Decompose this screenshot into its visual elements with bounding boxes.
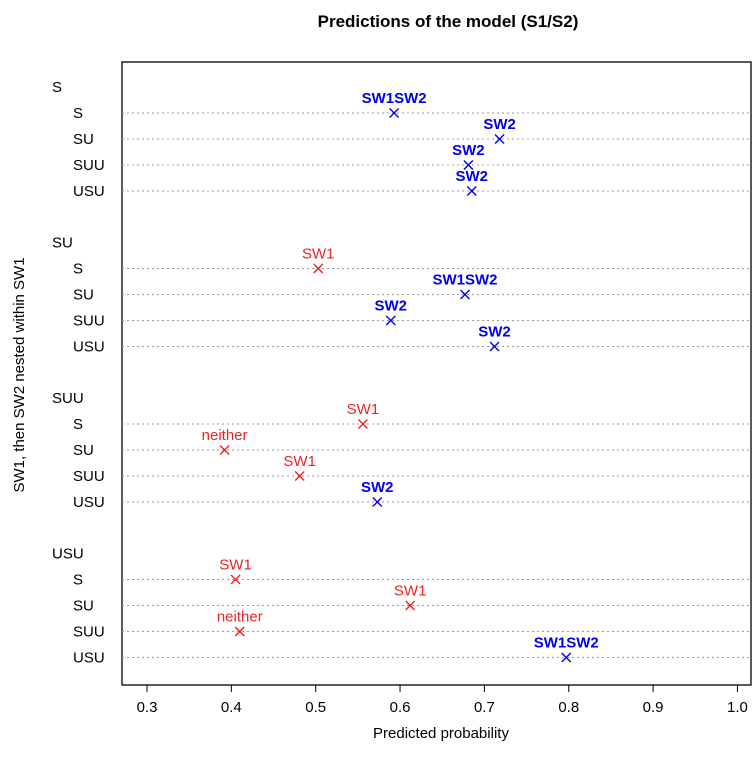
x-axis-label: Predicted probability xyxy=(373,725,509,742)
group-label: S xyxy=(52,79,62,96)
data-points: SW1SW2SW2SW2SW2SW1SW1SW2SW2SW2SW1neither… xyxy=(202,90,599,663)
data-point-marker xyxy=(389,108,400,118)
y-axis-label: SW1, then SW2 nested within SW1 xyxy=(11,257,28,492)
x-tick-label: 0.6 xyxy=(390,699,411,716)
data-point-marker xyxy=(357,419,368,429)
data-point-label: SW2 xyxy=(483,116,516,133)
data-point-marker xyxy=(460,289,470,300)
data-point-label: neither xyxy=(217,609,263,626)
row-label: USU xyxy=(73,339,105,356)
row-label: SU xyxy=(73,131,94,148)
row-label: SU xyxy=(73,598,94,615)
data-point-label: SW1SW2 xyxy=(432,272,497,289)
row-label: USU xyxy=(73,494,105,511)
data-point-marker xyxy=(219,445,230,455)
chart-title: Predictions of the model (S1/S2) xyxy=(318,12,579,31)
plot-frame xyxy=(121,61,752,686)
group-label: SU xyxy=(52,235,73,252)
row-label: S xyxy=(73,572,83,589)
row-label: S xyxy=(73,105,83,122)
row-label: SUU xyxy=(73,624,105,641)
data-point-marker xyxy=(230,574,241,585)
data-point-label: SW2 xyxy=(478,324,511,341)
data-point-marker xyxy=(372,497,383,507)
data-point-label: SW1 xyxy=(347,401,380,418)
x-tick-label: 0.9 xyxy=(643,699,664,716)
data-point-marker xyxy=(405,600,416,611)
data-point-marker xyxy=(463,160,474,170)
row-label: S xyxy=(73,261,83,278)
group-label: SUU xyxy=(52,390,84,407)
x-tick-label: 0.7 xyxy=(474,699,495,716)
x-axis: 0.3 0.4 0.5 0.6 0.7 0.8 0.9 1.0 xyxy=(137,684,748,716)
x-tick-label: 1.0 xyxy=(727,699,748,716)
data-point-marker xyxy=(234,626,245,637)
x-tick-label: 0.4 xyxy=(221,699,242,716)
x-tick-label: 0.3 xyxy=(137,699,158,716)
data-point-label: SW1 xyxy=(302,246,335,263)
data-point-label: SW2 xyxy=(375,298,408,315)
grid-lines xyxy=(122,112,751,658)
data-point-label: SW1SW2 xyxy=(362,90,427,107)
row-label: SUU xyxy=(73,157,105,174)
row-label: USU xyxy=(73,183,105,200)
data-point-label: SW1SW2 xyxy=(534,635,599,652)
data-point-label: SW1 xyxy=(219,557,252,574)
x-tick-label: 0.5 xyxy=(305,699,326,716)
data-point-label: SW1 xyxy=(283,453,316,470)
data-point-label: SW2 xyxy=(452,142,485,159)
row-label: SU xyxy=(73,287,94,304)
row-labels: SSSUSUUUSUSUSSUSUUUSUSUUSSUSUUUSUUSUSSUS… xyxy=(52,79,105,667)
data-point-marker xyxy=(294,471,305,481)
data-point-marker xyxy=(489,341,500,352)
group-label: USU xyxy=(52,546,84,563)
data-point-label: SW2 xyxy=(455,168,488,185)
data-point-label: neither xyxy=(202,427,248,444)
row-label: SU xyxy=(73,442,94,459)
data-point-marker xyxy=(494,134,505,144)
data-point-marker xyxy=(561,652,572,663)
data-point-marker xyxy=(313,263,324,274)
data-point-marker xyxy=(385,315,396,326)
x-tick-label: 0.8 xyxy=(558,699,579,716)
row-label: USU xyxy=(73,650,105,667)
data-point-label: SW1 xyxy=(394,583,427,600)
row-label: S xyxy=(73,416,83,433)
data-point-marker xyxy=(466,186,477,196)
row-label: SUU xyxy=(73,313,105,330)
data-point-label: SW2 xyxy=(361,479,394,496)
row-label: SUU xyxy=(73,468,105,485)
